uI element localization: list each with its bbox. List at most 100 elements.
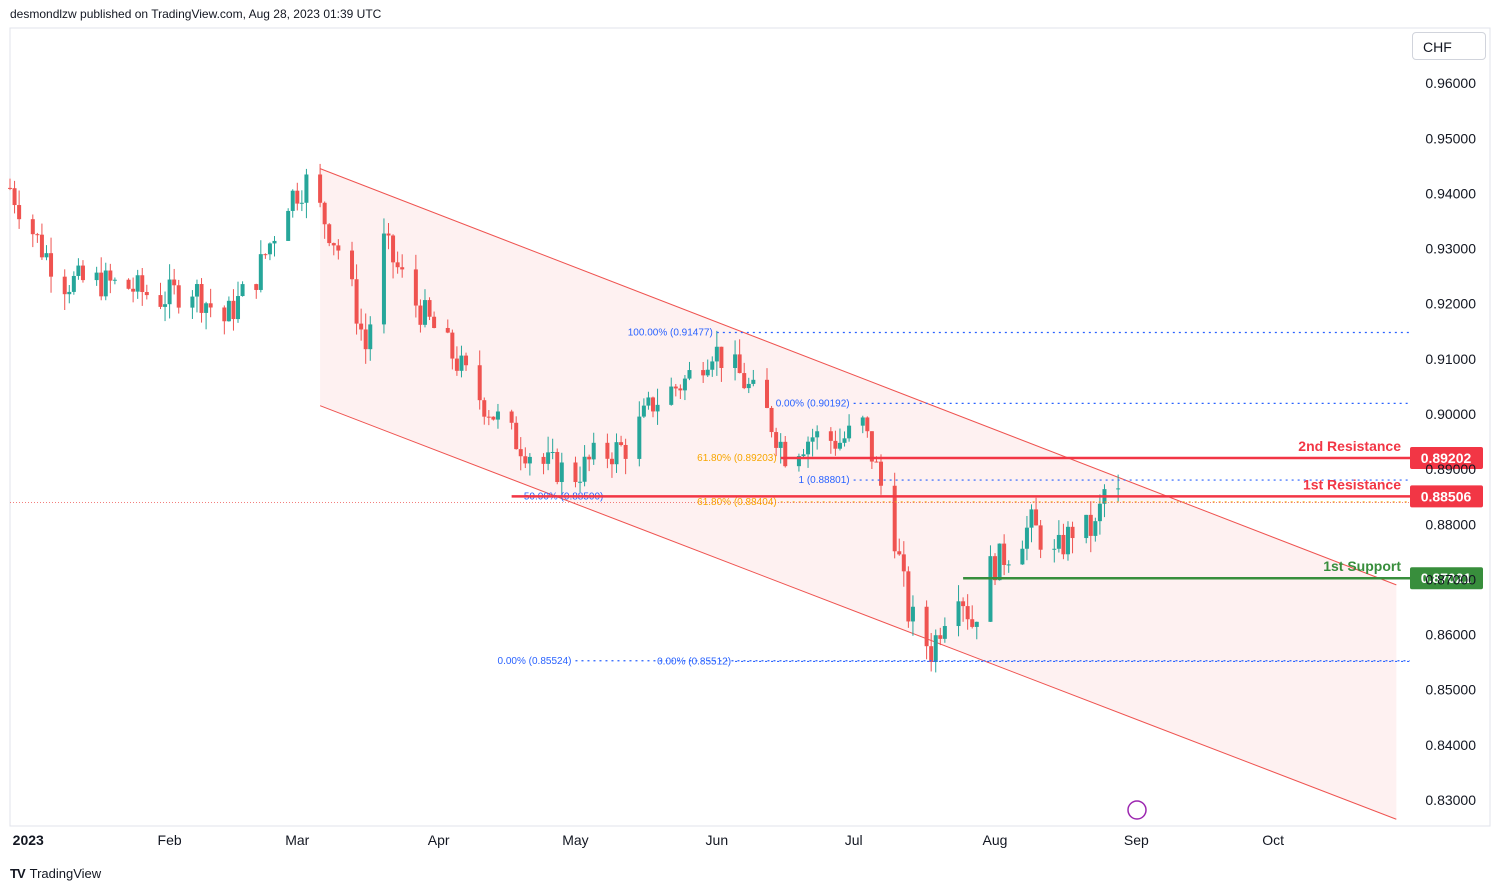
- candle-body: [587, 456, 592, 460]
- candle-body: [231, 300, 236, 320]
- candle-body: [605, 442, 610, 459]
- candle-body: [30, 219, 35, 235]
- candle-body: [783, 441, 788, 467]
- candle-body: [833, 440, 838, 449]
- candle-body: [970, 619, 975, 627]
- candle-body: [167, 279, 172, 305]
- candle-body: [49, 253, 54, 277]
- currency-selector[interactable]: CHF: [1412, 32, 1486, 60]
- y-tick-label-10: 0.86000: [1425, 627, 1476, 643]
- x-tick-label-7: Aug: [983, 832, 1008, 848]
- candle-body: [254, 284, 259, 290]
- candle-body: [769, 407, 774, 433]
- candle-body: [956, 601, 961, 627]
- candle-body: [1093, 521, 1098, 536]
- publisher-header: desmondlzw published on TradingView.com,…: [10, 7, 382, 21]
- candle-body: [1070, 526, 1075, 539]
- candle-body: [774, 432, 779, 448]
- candle-body: [350, 250, 355, 280]
- fib-label-6: 0.00% (0.85524): [498, 656, 572, 667]
- y-tick-label-1: 0.95000: [1425, 130, 1476, 146]
- candle-body: [176, 285, 181, 308]
- candle-body: [491, 416, 496, 420]
- candle-body: [163, 304, 168, 307]
- candle-body: [432, 316, 437, 328]
- candle-body: [655, 404, 660, 412]
- candle-body: [874, 461, 879, 463]
- candle-body: [208, 303, 213, 308]
- candle-body: [993, 556, 998, 581]
- candle-body: [559, 462, 564, 483]
- candle-body: [710, 361, 715, 370]
- candle-body: [236, 296, 241, 320]
- candle-body: [550, 451, 555, 453]
- level-price-box-2: [1410, 567, 1483, 590]
- candle-body: [359, 323, 364, 330]
- candle-body: [199, 284, 204, 313]
- level-label-0: 2nd Resistance: [1298, 438, 1401, 454]
- candle-body: [514, 422, 519, 450]
- candle-body: [158, 295, 163, 307]
- candle-body: [103, 270, 108, 297]
- y-tick-label-8: 0.88000: [1425, 516, 1476, 532]
- candle-body: [573, 462, 578, 483]
- candle-body: [1056, 534, 1061, 549]
- candle-body: [796, 456, 801, 467]
- level-price-box-1: [1410, 485, 1483, 508]
- candle-body: [240, 284, 245, 297]
- fib-label-1: 0.00% (0.90192): [776, 398, 850, 409]
- candle-body: [327, 224, 332, 244]
- candle-body: [290, 190, 295, 211]
- candle-body: [1052, 548, 1057, 550]
- lightning-icon: [1127, 800, 1147, 820]
- candle-body: [99, 272, 104, 297]
- candle-body: [459, 355, 464, 371]
- y-tick-label-7: 0.89000: [1425, 461, 1476, 477]
- candle-body: [1038, 525, 1043, 550]
- candle-body: [418, 305, 423, 325]
- candle-body: [765, 379, 770, 408]
- candle-body: [295, 190, 300, 204]
- candle-body: [267, 243, 272, 255]
- candle-body: [1029, 509, 1034, 528]
- candle-body: [847, 425, 852, 439]
- candle-body: [112, 279, 117, 281]
- candle-body: [62, 276, 67, 295]
- candle-body: [929, 646, 934, 662]
- candle-body: [669, 386, 674, 405]
- candle-body: [801, 454, 806, 457]
- candle-body: [1116, 488, 1121, 490]
- candle-body: [541, 456, 546, 464]
- candle-body: [194, 284, 199, 297]
- candle-body: [737, 354, 742, 374]
- candle-body: [938, 635, 943, 639]
- candle-body: [897, 551, 902, 555]
- x-tick-label-3: Apr: [428, 832, 450, 848]
- candle-body: [646, 397, 651, 406]
- candle-body: [733, 354, 738, 369]
- y-tick-label-11: 0.85000: [1425, 682, 1476, 698]
- candle-body: [687, 370, 692, 379]
- channel-fill: [320, 168, 1397, 820]
- candle-body: [44, 253, 49, 258]
- candle-body: [391, 235, 396, 263]
- candle-body: [272, 240, 277, 244]
- candle-body: [258, 254, 263, 290]
- channel-lower-line: [319, 405, 1397, 820]
- candle-body: [650, 397, 655, 412]
- candle-body: [1024, 527, 1029, 549]
- candle-body: [701, 370, 706, 376]
- level-price-box-0: [1410, 446, 1483, 469]
- candle-body: [518, 449, 523, 457]
- footer-brand[interactable]: TV TradingView: [10, 866, 101, 881]
- candle-body: [527, 456, 532, 464]
- candle-body: [705, 369, 710, 376]
- candle-body: [673, 386, 678, 389]
- candle-body: [486, 416, 491, 418]
- candle-body: [222, 307, 227, 322]
- candle-body: [1006, 564, 1011, 566]
- candle-body: [1097, 503, 1102, 522]
- y-tick-label-12: 0.84000: [1425, 737, 1476, 753]
- candle-body: [400, 267, 405, 270]
